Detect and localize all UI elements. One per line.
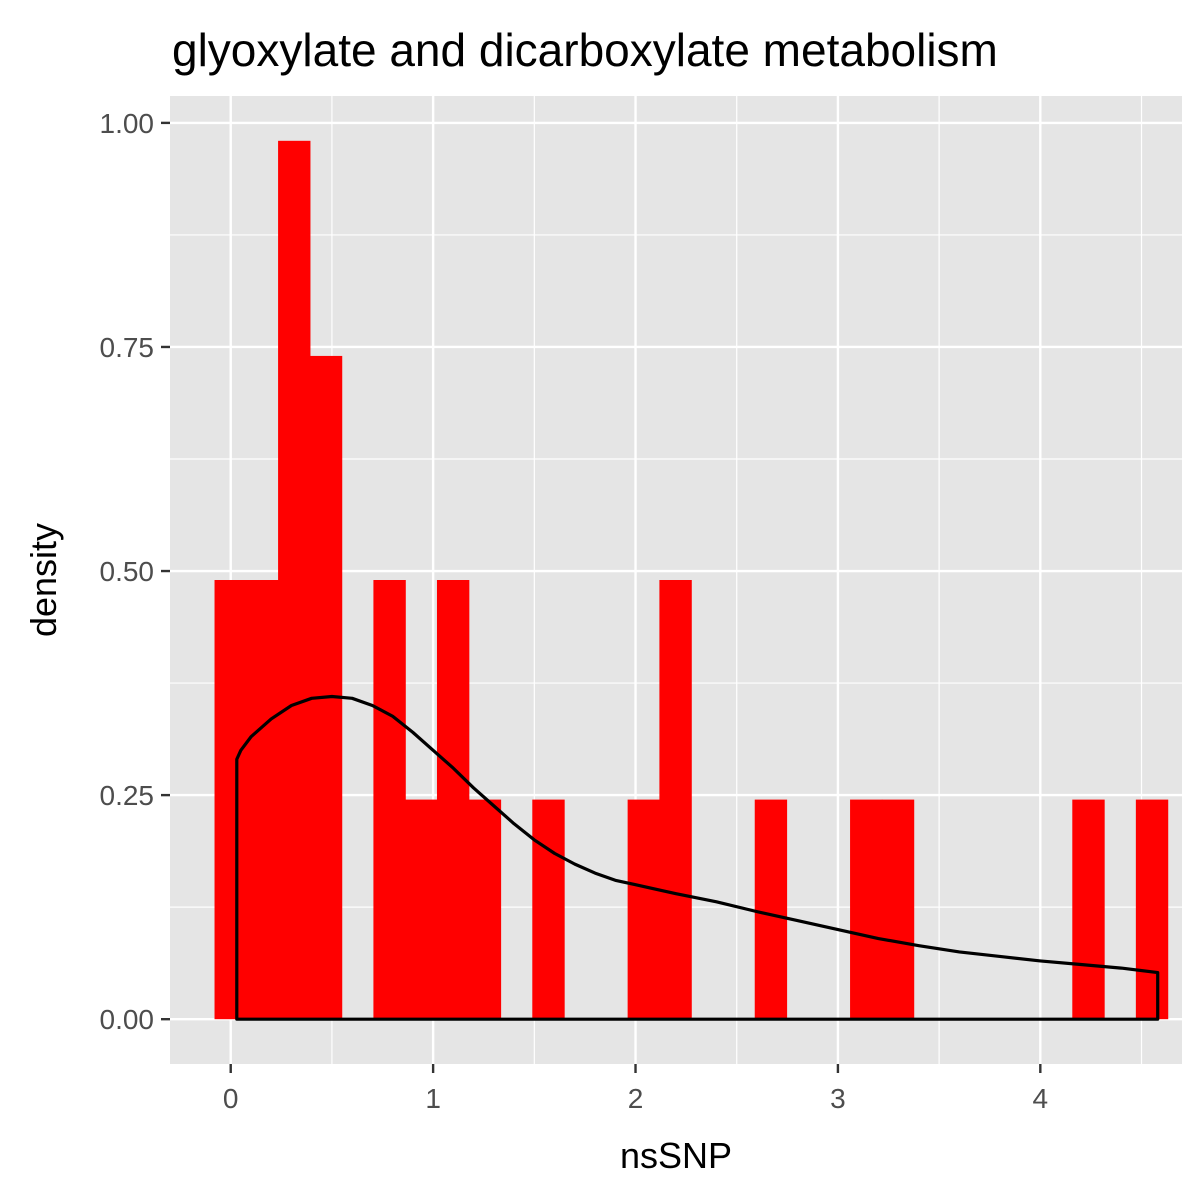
y-tick-label: 0.00 <box>100 1004 155 1035</box>
histogram-bar <box>278 140 311 1020</box>
x-tick-label: 3 <box>830 1083 846 1114</box>
x-axis-ticks: 0 1 2 3 4 <box>223 1064 1048 1114</box>
density-curve <box>235 694 1160 1021</box>
x-tick-label: 2 <box>628 1083 644 1114</box>
y-axis-ticks: 0.00 0.25 0.50 0.75 1.00 <box>100 108 170 1035</box>
histogram-bars <box>214 140 1169 1020</box>
x-tick-label: 1 <box>425 1083 441 1114</box>
histogram-bar <box>627 799 661 1020</box>
histogram-bar <box>246 580 279 1020</box>
histogram-bar <box>1135 799 1169 1020</box>
histogram-bar <box>468 799 502 1020</box>
y-tick-label: 1.00 <box>100 108 155 139</box>
y-tick-label: 0.50 <box>100 556 155 587</box>
histogram-bar <box>405 799 438 1020</box>
x-tick-label: 0 <box>223 1083 239 1114</box>
x-tick-label: 4 <box>1033 1083 1049 1114</box>
histogram-bar <box>214 580 247 1020</box>
histogram-bar <box>309 355 343 1020</box>
chart-title: glyoxylate and dicarboxylate metabolism <box>172 24 998 76</box>
y-tick-label: 0.75 <box>100 332 155 363</box>
histogram-bar <box>1072 799 1105 1020</box>
histogram-bar <box>373 580 406 1020</box>
y-tick-label: 0.25 <box>100 780 155 811</box>
histogram-bar <box>754 799 788 1020</box>
density-curve-layer <box>235 694 1160 1021</box>
histogram-bar <box>850 799 883 1020</box>
histogram-bar <box>532 799 565 1020</box>
histogram-bar <box>659 580 692 1020</box>
histogram-bar <box>436 580 470 1020</box>
histogram-bar <box>881 799 915 1020</box>
y-axis-title: density <box>23 523 64 637</box>
x-axis-title: nsSNP <box>620 1135 732 1176</box>
